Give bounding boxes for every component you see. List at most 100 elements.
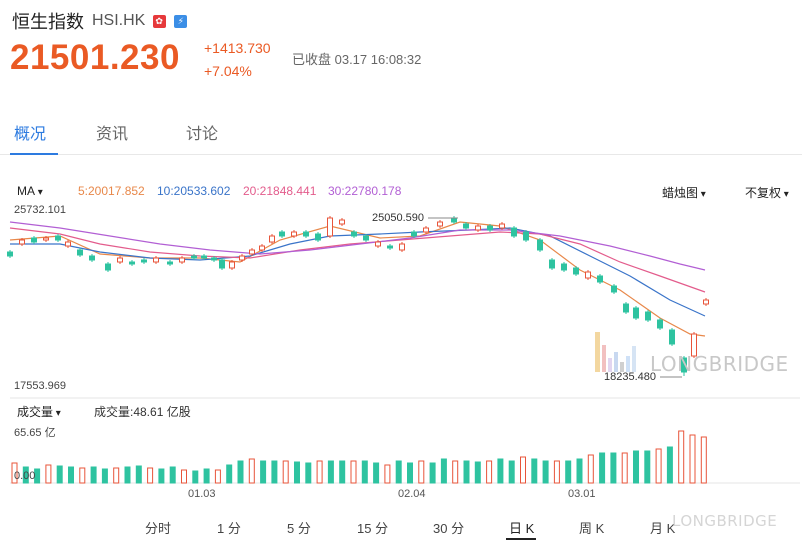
volume-bar xyxy=(90,466,97,484)
period-intraday[interactable]: 分时 xyxy=(145,521,172,536)
volume-bar xyxy=(34,468,41,484)
candlestick xyxy=(239,254,245,262)
candlestick xyxy=(141,258,147,264)
candlestick xyxy=(179,256,185,264)
tab-overview[interactable]: 概况 xyxy=(14,126,47,143)
volume-bar xyxy=(666,446,673,484)
candlestick xyxy=(537,238,543,252)
low-price-label: 18235.480 xyxy=(604,371,656,383)
volume-axis-zero: 0.00 xyxy=(14,470,36,482)
volume-bar xyxy=(316,460,323,484)
candlestick xyxy=(55,234,61,242)
candlestick xyxy=(19,238,25,246)
period-daily[interactable]: 日 K xyxy=(509,521,535,536)
candlestick xyxy=(585,270,591,280)
volume-bar xyxy=(576,458,583,484)
volume-bar xyxy=(610,452,617,484)
volume-bar xyxy=(373,462,380,484)
volume-bar xyxy=(339,460,346,484)
volume-bar xyxy=(644,450,651,484)
volume-bar xyxy=(135,465,142,484)
volume-bar xyxy=(282,460,289,484)
candlestick xyxy=(573,266,579,276)
candlestick xyxy=(703,298,709,306)
ma-selector[interactable]: MA xyxy=(17,184,43,198)
volume-bar xyxy=(531,458,538,484)
volume-selector[interactable]: 成交量 xyxy=(17,403,61,420)
volume-bar xyxy=(633,450,639,484)
watermark-logo xyxy=(595,332,636,372)
ma10-value: 10:20533.602 xyxy=(157,184,231,198)
volume-bar xyxy=(226,464,233,484)
volume-bar xyxy=(79,467,86,484)
candlestick xyxy=(351,230,357,238)
volume-total: 成交量:48.61 亿股 xyxy=(94,405,191,419)
volume-bar xyxy=(587,454,594,484)
active-tab-indicator xyxy=(10,153,58,155)
period-weekly[interactable]: 周 K xyxy=(579,521,605,536)
period-selector: 分时 1 分 5 分 15 分 30 分 日 K 周 K 月 K xyxy=(0,518,802,540)
volume-bar xyxy=(542,460,549,484)
ma-lines xyxy=(9,221,706,337)
volume-bar xyxy=(45,464,52,484)
volume-bar xyxy=(214,469,221,484)
candlestick xyxy=(43,236,49,242)
volume-bar xyxy=(440,458,447,484)
ma5-value: 5:20017.852 xyxy=(78,184,145,198)
candlestick xyxy=(129,260,135,266)
volume-bar xyxy=(689,434,696,484)
volume-bar xyxy=(452,460,459,484)
period-monthly[interactable]: 月 K xyxy=(650,521,676,536)
period-30min[interactable]: 30 分 xyxy=(433,521,465,536)
chart-type-selector[interactable]: 蜡烛图 xyxy=(662,184,706,201)
tab-bar: 概况 资讯 讨论 xyxy=(0,113,802,155)
volume-bar xyxy=(700,436,707,484)
volume-bar xyxy=(474,461,481,484)
volume-bar xyxy=(113,467,120,484)
tab-news[interactable]: 资讯 xyxy=(96,126,129,143)
candlestick xyxy=(219,258,225,270)
adjust-selector[interactable]: 不复权 xyxy=(745,184,789,201)
volume-bar xyxy=(508,460,515,484)
active-period-indicator xyxy=(506,538,536,540)
x-axis-label: 01.03 xyxy=(188,488,216,500)
volume-bar xyxy=(361,460,368,484)
kline-chart[interactable] xyxy=(0,200,802,490)
change-value: +1413.730 xyxy=(204,40,271,56)
period-1min[interactable]: 1 分 xyxy=(217,521,241,536)
candlestick xyxy=(303,230,309,238)
candlestick xyxy=(633,306,639,320)
index-name: 恒生指数 xyxy=(12,12,84,32)
ma30-value: 30:22780.178 xyxy=(328,184,402,198)
shortsell-tag-icon: ⚡ xyxy=(174,14,188,28)
candlestick xyxy=(487,224,493,232)
volume-bar xyxy=(294,461,300,484)
volume-bar xyxy=(101,468,108,484)
candlestick xyxy=(681,356,687,376)
x-axis-label: 02.04 xyxy=(398,488,426,500)
volume-bar xyxy=(260,460,267,484)
period-15min[interactable]: 15 分 xyxy=(357,521,389,536)
period-5min[interactable]: 5 分 xyxy=(287,521,311,536)
x-axis-label: 03.01 xyxy=(568,488,596,500)
candlestick xyxy=(259,244,265,252)
candlestick xyxy=(387,244,393,250)
candlestick xyxy=(211,256,217,262)
candlestick xyxy=(549,258,555,270)
volume-bar xyxy=(192,470,199,484)
candlestick xyxy=(279,230,285,238)
candlestick xyxy=(77,248,83,257)
volume-bar xyxy=(407,462,413,484)
watermark-footer: LONGBRIDGE xyxy=(672,512,778,530)
candlestick xyxy=(375,240,381,248)
watermark-text: LONGBRIDGE xyxy=(650,352,789,376)
tab-discussion[interactable]: 讨论 xyxy=(186,126,219,143)
volume-bar xyxy=(327,460,334,484)
volume-bar xyxy=(520,456,526,484)
volume-bar xyxy=(553,460,560,484)
candlestick xyxy=(597,274,603,284)
volume-bar xyxy=(350,460,357,484)
candlestick xyxy=(7,250,13,258)
candlestick xyxy=(191,254,197,260)
volume-bar xyxy=(248,458,255,484)
